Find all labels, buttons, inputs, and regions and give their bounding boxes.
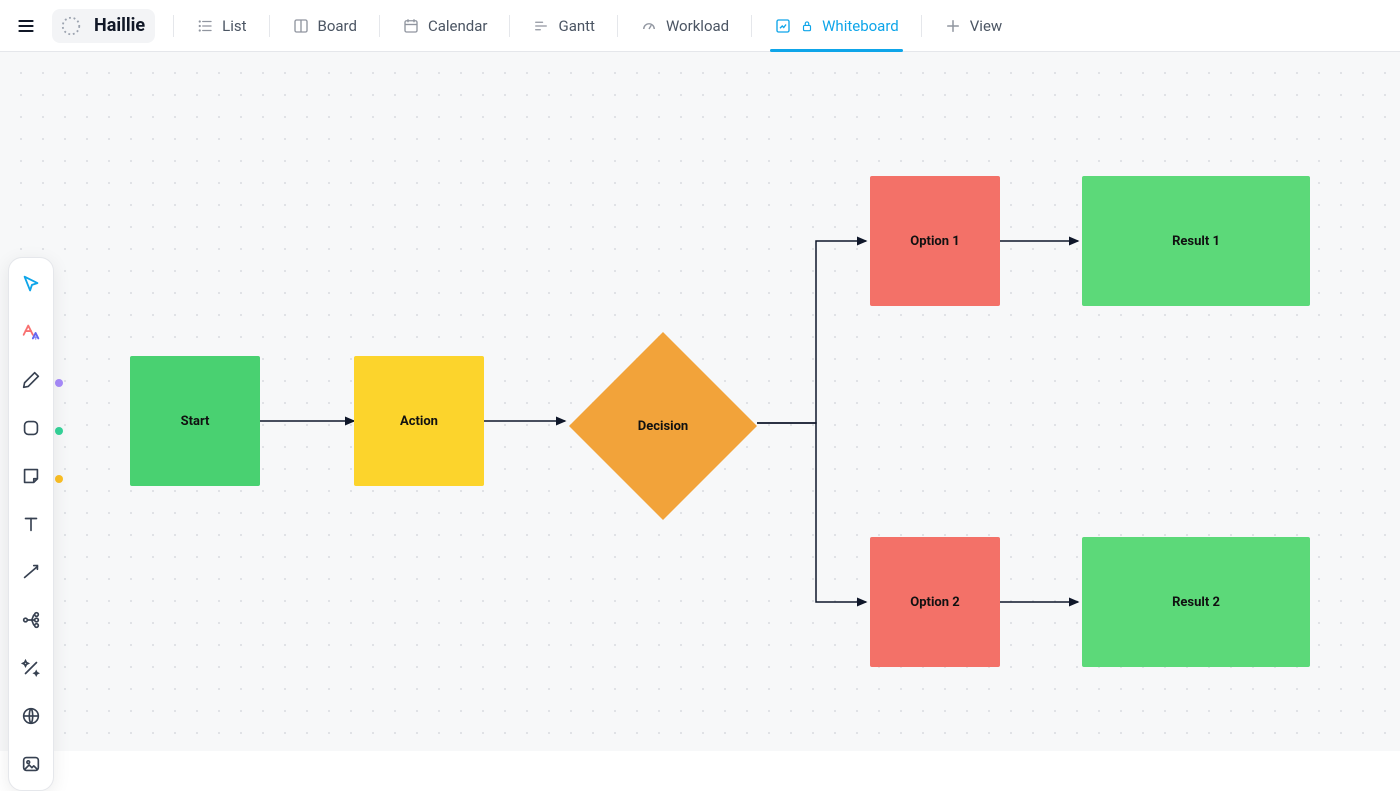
add-view-button[interactable]: View bbox=[932, 0, 1014, 52]
node-decision[interactable]: Decision bbox=[569, 332, 757, 520]
node-res1[interactable]: Result 1 bbox=[1082, 176, 1310, 306]
tool-sticky-color-dot[interactable] bbox=[54, 474, 64, 484]
tab-whiteboard[interactable]: Whiteboard bbox=[762, 0, 911, 52]
gantt-icon bbox=[532, 17, 550, 35]
separator bbox=[173, 15, 174, 37]
tab-label: Gantt bbox=[558, 17, 594, 35]
menu-button[interactable] bbox=[10, 10, 42, 42]
separator bbox=[379, 15, 380, 37]
tab-board[interactable]: Board bbox=[280, 0, 369, 52]
tab-label: Whiteboard bbox=[822, 17, 899, 35]
nodes-layer: Start Action Decision Option 1 Option 2 Resul… bbox=[0, 52, 1400, 751]
board-icon bbox=[292, 17, 310, 35]
list-icon bbox=[196, 17, 214, 35]
lock-icon bbox=[800, 19, 814, 33]
workspace-name: Haillie bbox=[94, 15, 145, 36]
topbar: Haillie List Board Calendar Gantt Worklo… bbox=[0, 0, 1400, 52]
tool-pen-color-dot[interactable] bbox=[54, 378, 64, 388]
node-res2[interactable]: Result 2 bbox=[1082, 537, 1310, 667]
separator bbox=[921, 15, 922, 37]
tool-mindmap[interactable] bbox=[13, 602, 49, 638]
tool-select[interactable] bbox=[13, 266, 49, 302]
tool-sticky[interactable] bbox=[13, 458, 49, 494]
tool-magic[interactable] bbox=[13, 650, 49, 686]
tab-label: View bbox=[970, 17, 1002, 35]
workspace-chip[interactable]: Haillie bbox=[52, 9, 155, 43]
tool-text[interactable] bbox=[13, 506, 49, 542]
tab-gantt[interactable]: Gantt bbox=[520, 0, 606, 52]
tool-image[interactable] bbox=[13, 746, 49, 782]
tab-workload[interactable]: Workload bbox=[628, 0, 741, 52]
tool-shape-color-dot[interactable] bbox=[54, 426, 64, 436]
node-label: Option 1 bbox=[910, 234, 959, 249]
calendar-icon bbox=[402, 17, 420, 35]
whiteboard-canvas[interactable]: Start Action Decision Option 1 Option 2 Resul… bbox=[0, 52, 1400, 751]
tab-label: Calendar bbox=[428, 17, 488, 35]
tool-connector[interactable] bbox=[13, 554, 49, 590]
tool-ai[interactable]: + bbox=[13, 314, 49, 350]
separator bbox=[617, 15, 618, 37]
whiteboard-toolbar: + bbox=[8, 257, 54, 791]
node-label: Result 1 bbox=[1172, 234, 1220, 249]
node-label: Start bbox=[181, 414, 210, 429]
tool-shape[interactable] bbox=[13, 410, 49, 446]
tab-calendar[interactable]: Calendar bbox=[390, 0, 500, 52]
workload-icon bbox=[640, 17, 658, 35]
node-opt2[interactable]: Option 2 bbox=[870, 537, 1000, 667]
tab-label: List bbox=[222, 17, 246, 35]
svg-text:+: + bbox=[34, 333, 38, 342]
tool-pen[interactable] bbox=[13, 362, 49, 398]
node-label: Option 2 bbox=[910, 595, 959, 610]
node-opt1[interactable]: Option 1 bbox=[870, 176, 1000, 306]
node-label: Action bbox=[400, 414, 438, 429]
node-start[interactable]: Start bbox=[130, 356, 260, 486]
node-action[interactable]: Action bbox=[354, 356, 484, 486]
tab-label: Board bbox=[318, 17, 357, 35]
tab-list[interactable]: List bbox=[184, 0, 258, 52]
tool-embed[interactable] bbox=[13, 698, 49, 734]
tab-label: Workload bbox=[666, 17, 729, 35]
separator bbox=[269, 15, 270, 37]
separator bbox=[751, 15, 752, 37]
node-label: Result 2 bbox=[1172, 595, 1220, 610]
whiteboard-icon bbox=[774, 17, 792, 35]
plus-icon bbox=[944, 17, 962, 35]
separator bbox=[509, 15, 510, 37]
node-label: Decision bbox=[638, 419, 688, 434]
workspace-avatar-icon bbox=[58, 13, 84, 39]
